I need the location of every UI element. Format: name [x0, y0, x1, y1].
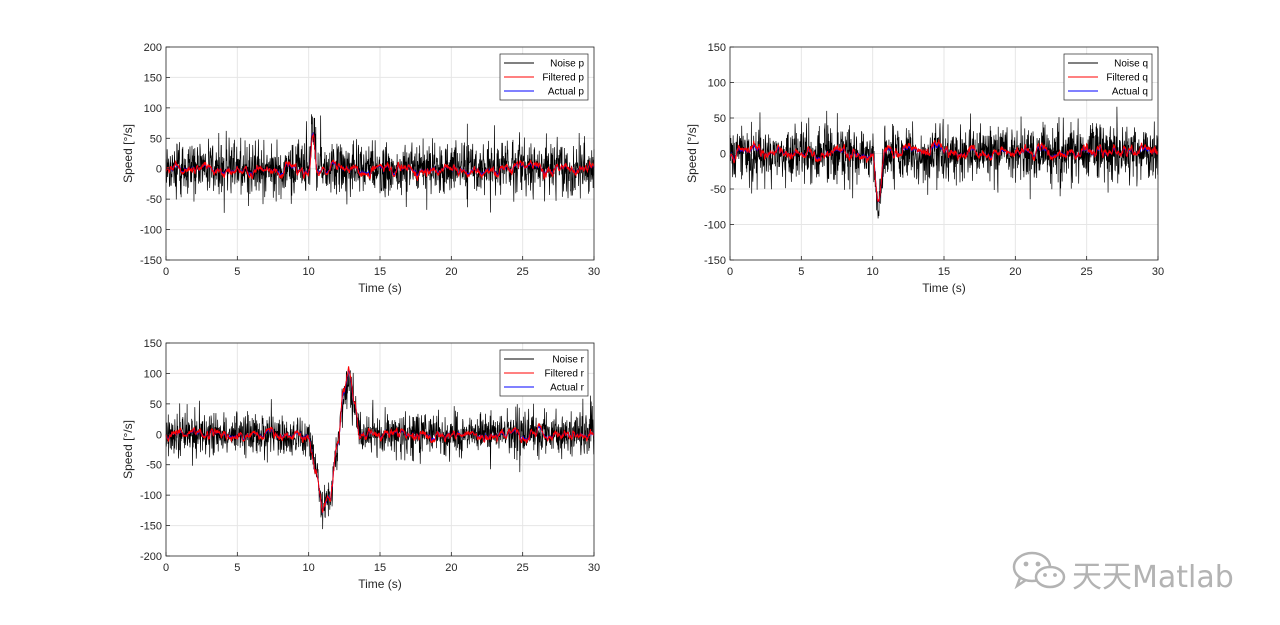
y-tick-label: 0	[156, 429, 162, 441]
x-axis-label: Time (s)	[922, 281, 966, 295]
x-axis-label: Time (s)	[358, 281, 402, 295]
y-axis-label: Speed [°/s]	[121, 420, 135, 479]
y-tick-label: -150	[140, 521, 162, 533]
legend-label: Actual q	[1112, 87, 1148, 98]
legend-label: Filtered r	[545, 369, 585, 380]
x-tick-label: 15	[374, 562, 386, 574]
x-tick-label: 25	[517, 562, 529, 574]
series-filtered-line	[729, 139, 1159, 202]
y-tick-label: -100	[140, 490, 162, 502]
x-tick-label: 10	[303, 266, 315, 278]
x-tick-label: 0	[163, 562, 169, 574]
y-axis-label: Speed [°/s]	[685, 124, 699, 183]
legend-label: Noise q	[1114, 59, 1148, 70]
plot-r: 0 5 10 15 20 25 30 -200 -150 -100 -50 0 50 100 150 Time…	[121, 338, 600, 591]
y-tick-label: 0	[720, 149, 726, 161]
legend-label: Filtered q	[1106, 73, 1148, 84]
x-tick-label: 10	[303, 562, 315, 574]
x-tick-label: 30	[588, 562, 600, 574]
y-tick-label: 50	[714, 113, 726, 125]
x-tick-label: 0	[163, 266, 169, 278]
y-tick-label: -50	[146, 460, 162, 472]
x-tick-label: 10	[867, 266, 879, 278]
x-axis-label: Time (s)	[358, 577, 402, 591]
y-tick-label: -100	[140, 225, 162, 237]
legend-label: Noise p	[550, 59, 584, 70]
y-tick-label: -200	[140, 551, 162, 563]
y-tick-label: 150	[708, 42, 726, 54]
y-tick-label: 50	[150, 399, 162, 411]
plot-q: 0 5 10 15 20 25 30 -150 -100 -50 0 50 100 150 Time (s)…	[685, 42, 1164, 295]
x-tick-label: 20	[445, 562, 457, 574]
y-tick-label: 100	[144, 103, 162, 115]
y-axis-label: Speed [°/s]	[121, 124, 135, 183]
y-tick-label: 50	[150, 133, 162, 145]
y-tick-label: -100	[704, 220, 726, 232]
x-tick-label: 25	[517, 266, 529, 278]
series-noise-line	[729, 106, 1159, 219]
x-tick-label: 25	[1081, 266, 1093, 278]
y-tick-label: -50	[146, 194, 162, 206]
x-tick-label: 5	[234, 562, 240, 574]
x-tick-label: 20	[445, 266, 457, 278]
y-tick-label: -150	[704, 255, 726, 267]
wechat-logo-icon	[1012, 551, 1066, 590]
y-tick-label: 100	[144, 368, 162, 380]
y-tick-label: 150	[144, 72, 162, 84]
y-tick-label: 100	[708, 78, 726, 90]
legend-label: Noise r	[552, 355, 584, 366]
y-tick-label: -50	[710, 184, 726, 196]
plot-p: 0 5 10 15 20 25 30 -150 -100 -50 0 50 100 150 200 Time …	[121, 42, 600, 295]
x-tick-label: 15	[374, 266, 386, 278]
x-tick-label: 20	[1009, 266, 1021, 278]
legend-label: Actual r	[550, 383, 585, 394]
series-filtered-line	[165, 366, 595, 513]
y-tick-label: 150	[144, 338, 162, 350]
x-tick-label: 15	[938, 266, 950, 278]
y-tick-label: 0	[156, 164, 162, 176]
series-filtered-line	[165, 133, 595, 182]
watermark: 天天Matlab	[1010, 550, 1250, 595]
watermark-text: 天天Matlab	[1072, 560, 1234, 595]
x-tick-label: 30	[1152, 266, 1164, 278]
legend-label: Actual p	[548, 87, 585, 98]
x-tick-label: 5	[798, 266, 804, 278]
legend-label: Filtered p	[542, 73, 584, 84]
x-tick-label: 0	[727, 266, 733, 278]
x-tick-label: 5	[234, 266, 240, 278]
y-tick-label: -150	[140, 255, 162, 267]
x-tick-label: 30	[588, 266, 600, 278]
y-tick-label: 200	[144, 42, 162, 54]
